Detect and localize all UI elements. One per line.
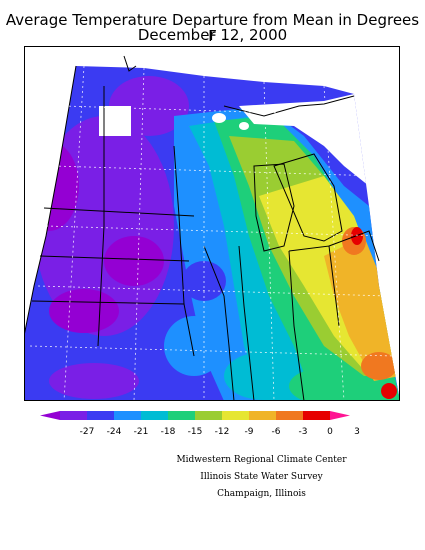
credit-line-3: Champaign, Illinois bbox=[217, 489, 306, 499]
credit-line-2: Illinois State Water Survey bbox=[200, 472, 323, 482]
legend-swatch bbox=[87, 411, 114, 420]
legend-arrow-right bbox=[330, 411, 350, 420]
legend-swatch bbox=[249, 411, 276, 420]
legend-tick-label: -24 bbox=[107, 427, 122, 437]
map-frame bbox=[24, 46, 400, 401]
map-date: December 12, 2000 bbox=[137, 26, 288, 44]
legend-arrow-left bbox=[40, 411, 60, 420]
legend-swatch bbox=[276, 411, 303, 420]
legend-tick-label: -21 bbox=[134, 427, 149, 437]
legend-tick-label: -9 bbox=[245, 427, 254, 437]
map-title: Average Temperature Departure from Mean … bbox=[5, 11, 420, 45]
legend-swatch bbox=[60, 411, 87, 420]
legend-swatch bbox=[195, 411, 222, 420]
legend-swatch bbox=[114, 411, 141, 420]
legend-tick-label: -18 bbox=[161, 427, 176, 437]
legend-tick-label: 3 bbox=[354, 427, 360, 437]
map-boundaries bbox=[24, 55, 380, 401]
color-legend: -27 -24 -21 -18 -15 -12 -9 -6 -3 0 3 bbox=[40, 411, 360, 437]
legend-tick-label: -3 bbox=[299, 427, 308, 437]
legend-swatch bbox=[141, 411, 168, 420]
legend-tick-label: -27 bbox=[80, 427, 95, 437]
legend-swatch bbox=[168, 411, 195, 420]
legend-tick-label: -15 bbox=[188, 427, 203, 437]
temperature-map bbox=[24, 46, 400, 401]
legend-tick-label: 0 bbox=[327, 427, 333, 437]
legend-swatch bbox=[222, 411, 249, 420]
legend-tick-label: -6 bbox=[272, 427, 281, 437]
credit-line-1: Midwestern Regional Climate Center bbox=[176, 455, 347, 465]
legend-swatch bbox=[303, 411, 330, 420]
legend-tick-label: -12 bbox=[215, 427, 230, 437]
map-graticule bbox=[29, 65, 395, 401]
